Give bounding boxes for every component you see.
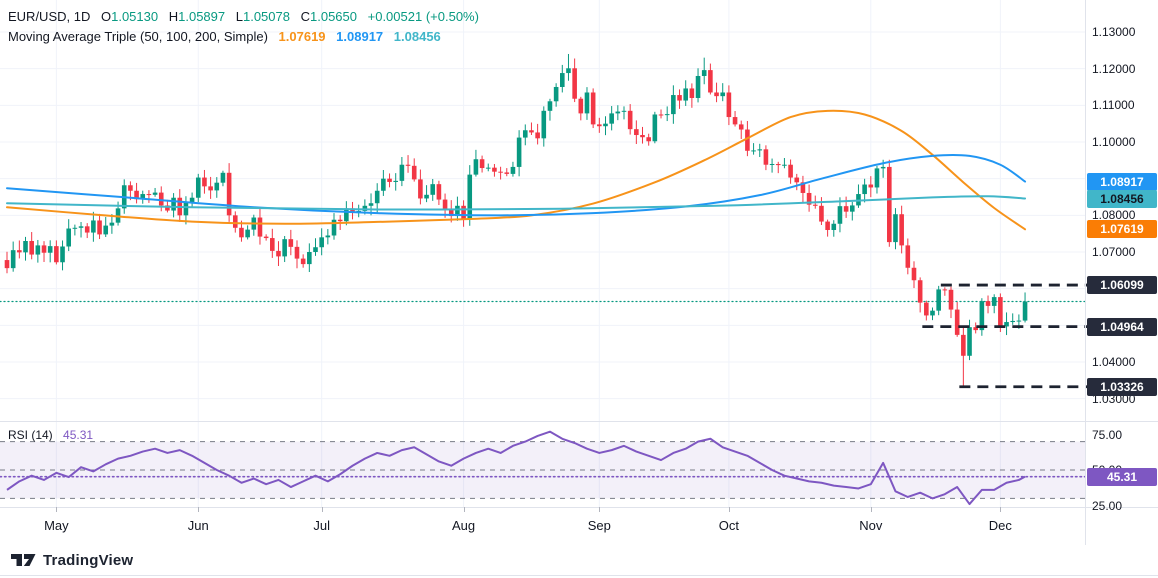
ohlc-change-value: +0.00521 (+0.50%) [367, 9, 479, 24]
ohlc-high-label: H [168, 9, 179, 24]
price-badge-level-upper: 1.06099 [1087, 276, 1157, 295]
time-axis[interactable]: May Jun Jul Aug Sep Oct Nov Dec [0, 507, 1085, 545]
rsi-indicator-legend[interactable]: RSI (14) 45.31 [8, 428, 93, 442]
ohlc-close-value: 1.05650 [310, 9, 357, 24]
month-label-oct: Oct [718, 518, 739, 533]
rsi-value: 45.31 [63, 428, 94, 442]
tradingview-logo-text: TradingView [43, 551, 134, 569]
ma50-value: 1.07619 [278, 29, 326, 44]
ohlc-low-value: 1.05078 [242, 9, 290, 24]
month-label-dec: Dec [988, 518, 1012, 533]
month-tick [463, 507, 465, 512]
month-label-nov: Nov [859, 518, 883, 533]
rsi-pane [0, 441, 1085, 499]
ma-indicator-legend[interactable]: Moving Average Triple (50, 100, 200, Sim… [8, 29, 441, 44]
month-tick [1000, 507, 1002, 512]
price-tick-label: 1.07000 [1092, 245, 1136, 259]
ohlc-low-label: L [235, 9, 243, 24]
rsi-value-badge: 45.31 [1087, 467, 1157, 486]
price-badge-ma200: 1.08456 [1087, 189, 1157, 208]
ma-line-100 [6, 153, 1027, 217]
price-badge-level-middle: 1.04964 [1087, 317, 1157, 336]
ma200-value: 1.08456 [393, 29, 441, 44]
ohlc-open-label: O [100, 9, 112, 24]
month-tick [198, 507, 200, 512]
price-tick-label: 1.11000 [1092, 98, 1135, 113]
price-tick-label: 1.04000 [1092, 355, 1136, 369]
rsi-indicator-title[interactable]: RSI (14) [8, 428, 53, 442]
month-tick [728, 507, 730, 512]
pane-separator-rsi-axis [0, 507, 1158, 508]
month-label-may: May [44, 518, 69, 533]
ohlc-open-value: 1.05130 [111, 9, 159, 24]
ma-line-200 [6, 195, 1027, 211]
symbol-title[interactable]: EUR/USD, 1D [8, 9, 91, 24]
ohlc-close-label: C [300, 9, 310, 24]
moving-average-lines [6, 109, 1027, 231]
ma-line-50 [6, 109, 1027, 231]
month-tick [870, 507, 872, 512]
price-tick-label: 1.13000 [1092, 24, 1136, 39]
tradingview-logo-icon [11, 554, 36, 566]
price-tick-label: 1.10000 [1092, 134, 1136, 149]
month-label-jul: Jul [313, 518, 330, 533]
rsi-tick-label: 75.00 [1092, 427, 1123, 442]
ohlc-high-value: 1.05897 [178, 9, 226, 24]
candlestick-series [4, 53, 1028, 387]
month-tick [599, 507, 601, 512]
ma-indicator-title[interactable]: Moving Average Triple (50, 100, 200, Sim… [8, 29, 268, 44]
ma100-value: 1.08917 [336, 29, 384, 44]
month-label-jun: Jun [187, 518, 209, 533]
price-badge-ma100: 1.08917 [1087, 172, 1157, 191]
price-tick-label: 1.12000 [1092, 61, 1136, 76]
price-badge-ma50: 1.07619 [1087, 220, 1157, 239]
price-axis[interactable]: 1.13000 1.12000 1.11000 1.10000 1.08000 1.070… [1085, 0, 1158, 545]
rsi-tick-label: 25.00 [1092, 498, 1123, 513]
price-tick-label: 1.08000 [1092, 208, 1136, 223]
month-label-aug: Aug [452, 518, 476, 533]
footer-bar: TradingView [0, 545, 1158, 576]
month-tick [321, 507, 323, 512]
gridlines [0, 0, 1085, 507]
rsi-line [0, 430, 1086, 506]
dashed-level-lines [922, 283, 1093, 389]
tradingview-logo[interactable]: TradingView [10, 551, 133, 569]
month-tick [56, 507, 58, 512]
month-label-sep: Sep [587, 518, 611, 533]
pane-separator-main-rsi[interactable] [0, 421, 1158, 422]
symbol-legend[interactable]: EUR/USD, 1D O1.05130 H1.05897 L1.05078 C… [8, 9, 479, 24]
price-badge-level-lower: 1.03326 [1087, 377, 1157, 396]
